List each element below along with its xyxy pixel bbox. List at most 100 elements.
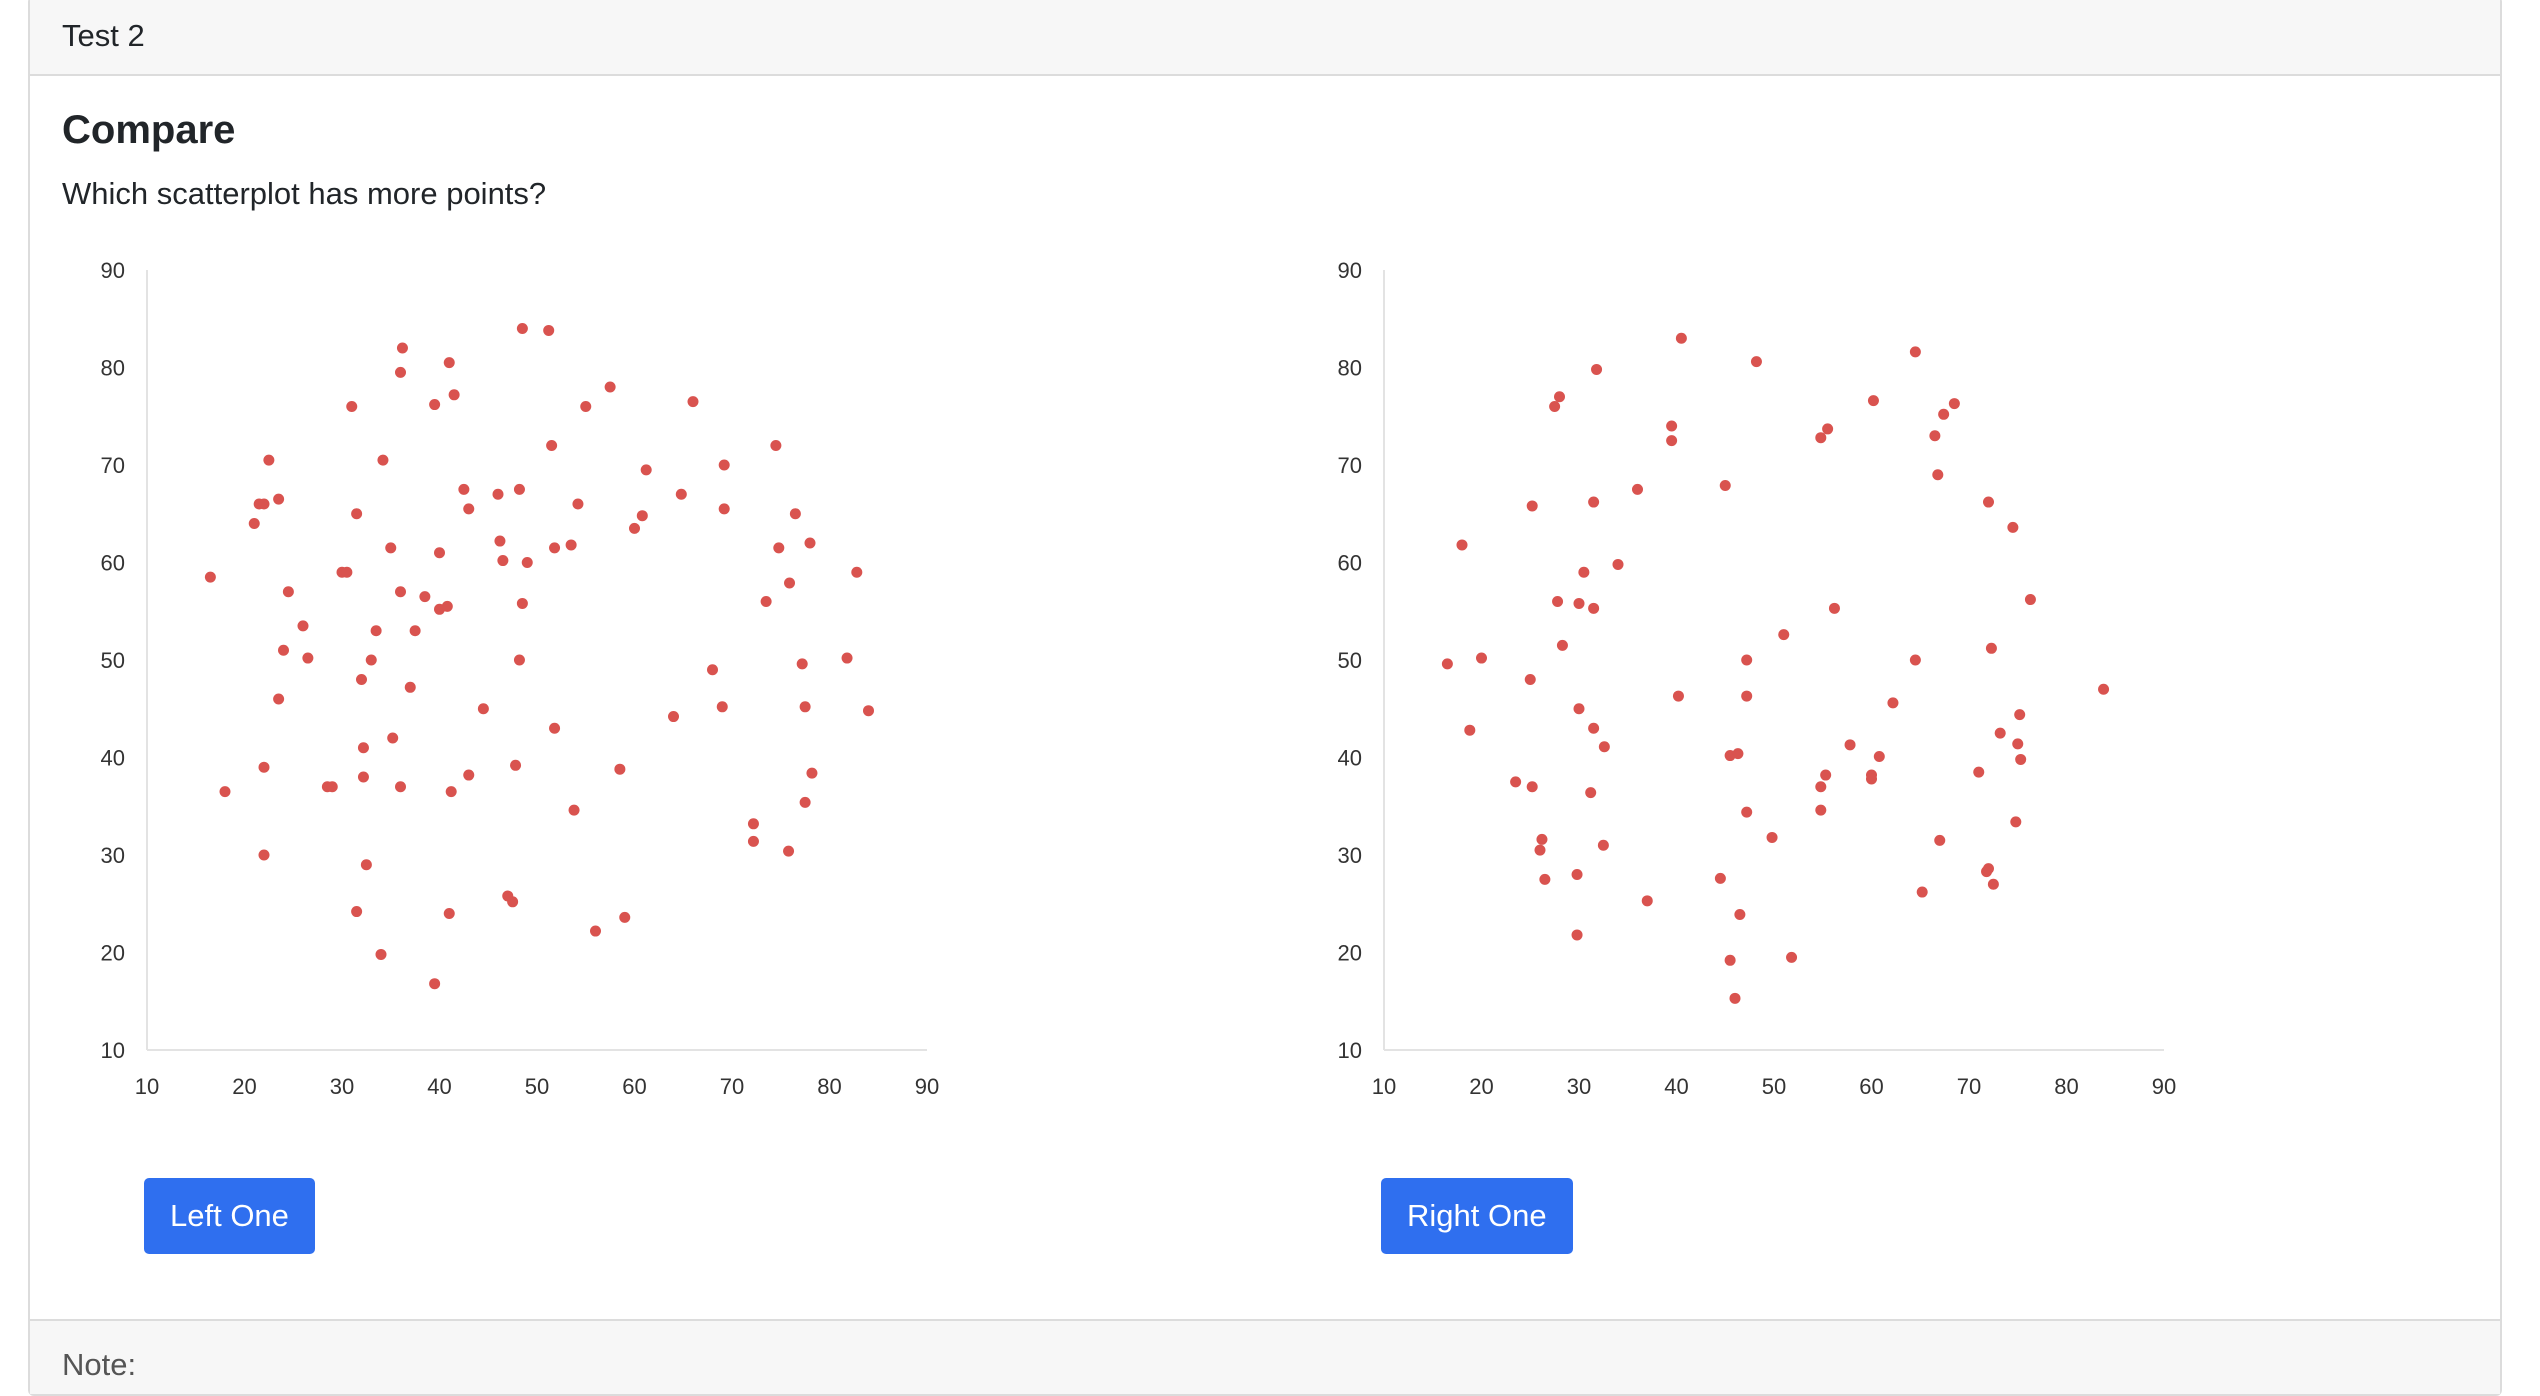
left-scatter-point [796,658,808,670]
right-scatter-point [1585,787,1597,799]
left-scatter-point [804,537,816,549]
left-x-tick-label: 60 [622,1074,646,1099]
right-x-tick-label: 60 [1859,1074,1883,1099]
left-scatter-point [590,925,601,937]
left-scatter-point [492,488,504,500]
right-scatter-point [1556,639,1568,651]
left-scatter-point [395,781,406,793]
right-scatter-point [1909,654,1921,666]
right-scatter-point [1866,773,1877,785]
right-scatter-point [1844,739,1856,751]
left-scatter-point [789,508,801,520]
left-scatter-point [463,503,475,515]
right-scatter-point [1815,781,1827,793]
right-scatter-point [1588,496,1600,508]
left-y-tick-label: 80 [101,356,125,381]
left-scatter-point [636,510,648,522]
left-x-tick-label: 40 [427,1074,451,1099]
right-scatter-point [2014,709,2026,721]
left-scatter-point [396,342,408,354]
left-scatter-point [773,542,785,554]
right-scatter-point [1724,954,1736,966]
left-scatter-point [863,705,874,717]
left-scatter-point [668,711,679,723]
left-scatter-point [351,906,363,918]
left-scatter-point [806,767,818,779]
right-scatter-point [1588,722,1600,734]
right-scatter-point [1909,346,1921,358]
left-scatter-point [419,591,431,603]
left-scatter-point [543,324,555,336]
left-scatter-point [375,948,387,960]
left-scatter-point [297,620,309,632]
left-y-tick-label: 20 [101,941,125,966]
right-scatter-point [1549,401,1561,412]
left-scatter-point [356,674,367,685]
right-scatter-point [1929,430,1941,442]
left-scatter-point [799,701,811,713]
left-scatter-point [760,596,772,607]
left-scatter-point [619,911,631,923]
right-one-button[interactable]: Right One [1381,1178,1573,1254]
left-y-tick-label: 40 [101,746,125,771]
left-one-button[interactable]: Left One [144,1178,315,1254]
left-scatter-point [219,786,231,798]
left-scatter-point [258,498,270,510]
right-scatter-point [1766,831,1778,843]
test-title: Test 2 [62,18,145,53]
right-scatter-point [1526,500,1538,512]
left-scatter-point [568,804,580,816]
right-scatter-point [1578,566,1590,578]
left-y-tick-label: 70 [101,453,125,478]
left-scatter-point [258,761,270,773]
left-scatter-point [521,557,533,568]
right-scatter-point [1441,658,1453,670]
left-scatter-point [395,366,406,378]
left-scatterplot: 10 20 30 40 50 60 70 80 90 10 20 30 40 50 60 70 80 90 [101,258,940,1099]
right-scatter-point [1571,869,1583,880]
card-header: Test 2 [30,0,2500,76]
right-scatter-point [1612,558,1624,570]
right-scatter-point [1778,629,1790,641]
left-scatter-point [572,498,584,510]
right-scatter-point [1734,908,1746,920]
right-scatter-point [1573,703,1585,715]
right-scatter-point [1536,833,1548,845]
left-scatter-point [580,401,592,412]
left-scatter-point [851,566,863,578]
right-scatter-point [1741,654,1753,666]
left-scatter-point [770,440,782,451]
left-scatter-point [675,488,687,500]
left-scatter-point [494,535,506,547]
right-scatter-point [1983,863,1994,875]
left-scatter-point [640,464,652,476]
left-scatter-point [513,654,525,666]
right-y-tick-label: 60 [1338,551,1362,576]
right-x-tick-label: 10 [1372,1074,1396,1099]
left-x-tick-label: 30 [330,1074,354,1099]
right-scatter-point [1672,690,1684,702]
right-scatter-point [1815,804,1827,816]
card-footer: Note: [30,1319,2500,1394]
right-scatter-point [1534,844,1546,856]
right-scatter-point [1510,776,1522,788]
left-scatter-point [516,597,528,609]
right-x-tick-label: 80 [2054,1074,2078,1099]
left-scatter-point [357,742,369,754]
left-x-tick-label: 50 [525,1074,549,1099]
right-scatter-point [1666,435,1678,447]
right-x-tick-label: 30 [1567,1074,1591,1099]
right-scatter-point [1934,834,1946,846]
right-y-tick-label: 30 [1338,843,1362,868]
left-x-tick-label: 20 [232,1074,256,1099]
right-scatter-point [1732,748,1744,760]
left-scatter-point [513,483,525,495]
question-text: Which scatterplot has more points? [62,176,547,211]
left-y-tick-label: 60 [101,551,125,576]
left-scatter-point [409,625,421,637]
left-y-tick-label: 50 [101,648,125,673]
left-scatter-point [507,896,519,908]
right-scatter-point [1820,769,1832,781]
left-y-tick-label: 30 [101,843,125,868]
card-title: Compare [62,108,236,152]
